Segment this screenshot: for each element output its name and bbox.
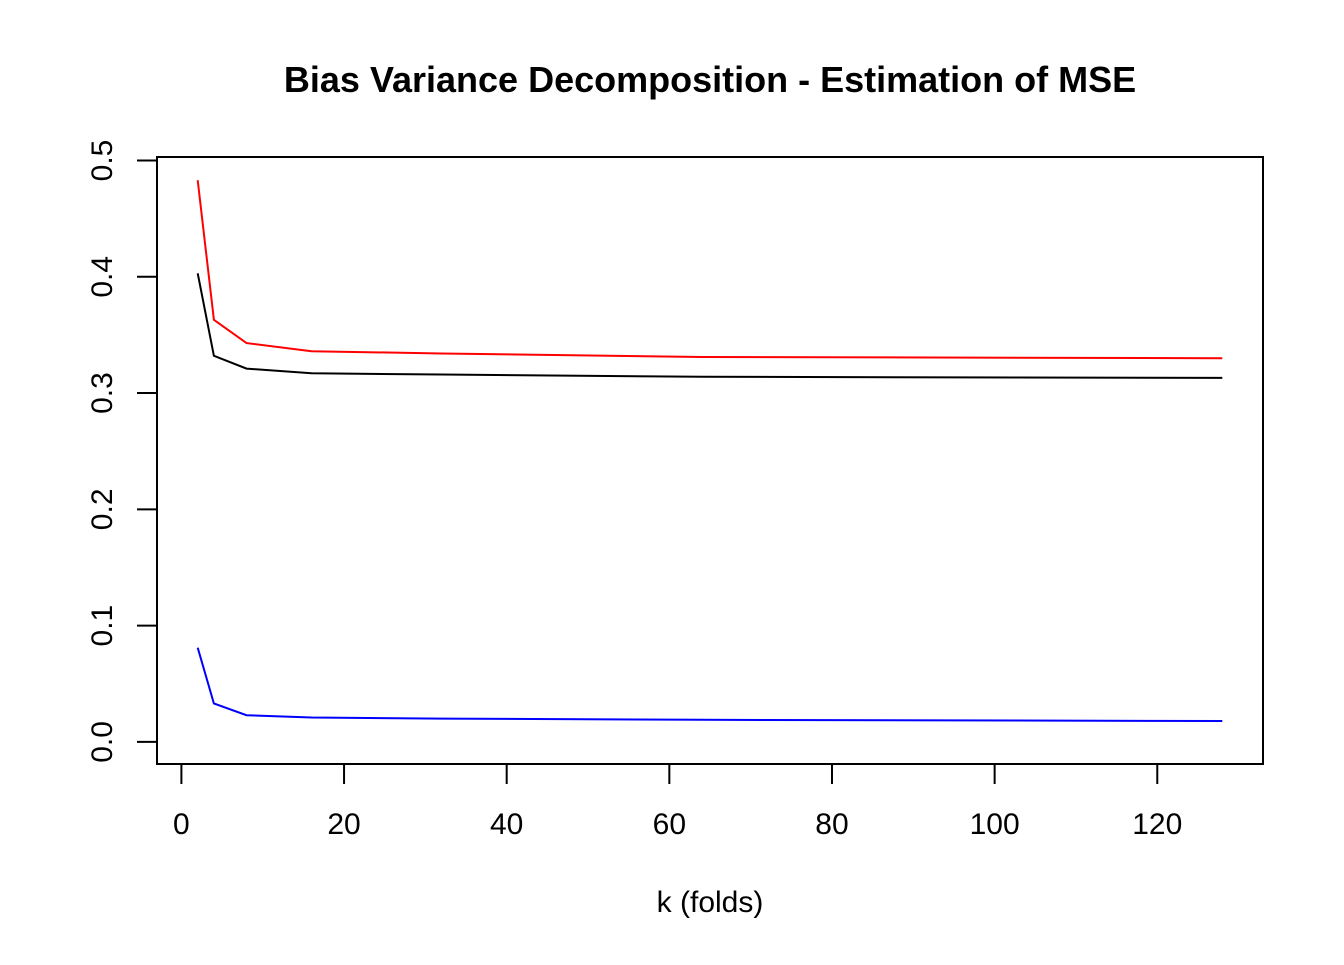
x-tick-label: 40 [490, 808, 523, 841]
x-tick-label: 80 [815, 808, 848, 841]
plot-frame [156, 156, 1264, 765]
y-tick-label: 0.5 [86, 140, 119, 182]
series-line-black [196, 273, 1223, 379]
series-line-blue [196, 647, 1223, 722]
chart-title: Bias Variance Decomposition - Estimation… [284, 59, 1136, 100]
y-tick-label: 0.0 [86, 721, 119, 763]
series-line-red [196, 180, 1223, 360]
y-tick-label: 0.2 [86, 488, 119, 530]
x-axis-label: k (folds) [657, 886, 764, 919]
x-tick-label: 60 [653, 808, 686, 841]
series-lines [196, 180, 1223, 722]
y-tick-label: 0.4 [86, 256, 119, 298]
y-tick-label: 0.3 [86, 372, 119, 414]
y-tick-label: 0.1 [86, 605, 119, 647]
x-axis: 0 20 40 60 80 100 120 [173, 763, 1182, 841]
y-axis: 0.0 0.1 0.2 0.3 0.4 0.5 [86, 140, 158, 763]
x-tick-label: 100 [970, 808, 1020, 841]
x-tick-label: 20 [327, 808, 360, 841]
x-tick-label: 0 [173, 808, 190, 841]
x-tick-label: 120 [1132, 808, 1182, 841]
